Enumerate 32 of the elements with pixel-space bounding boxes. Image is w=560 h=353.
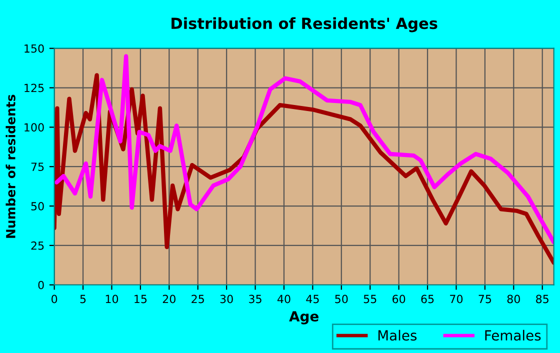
- y-tick-label: 25: [31, 241, 44, 250]
- x-tick-label: 25: [192, 294, 204, 304]
- x-tick-label: 40: [277, 294, 290, 304]
- x-tick-label: 10: [106, 294, 118, 304]
- x-tick-label: 60: [392, 294, 406, 304]
- x-tick-label: 65: [421, 294, 434, 304]
- x-tick-label: 50: [335, 294, 348, 304]
- x-tick-label: 35: [249, 294, 262, 304]
- y-tick-label: 150: [24, 44, 44, 53]
- x-axis-title: Age: [289, 311, 318, 324]
- y-axis-title: Number of residents: [6, 94, 16, 238]
- x-tick-label: 45: [306, 294, 319, 304]
- x-tick-label: 5: [80, 294, 86, 304]
- x-tick-label: 20: [162, 294, 176, 304]
- x-tick-label: 75: [478, 294, 492, 304]
- x-tick-label: 30: [220, 294, 233, 304]
- legend-label: Males: [378, 330, 417, 341]
- y-tick-label: 75: [31, 162, 44, 171]
- y-tick-label: 0: [38, 280, 44, 290]
- line-series: [54, 73, 554, 265]
- x-tick-label: 80: [507, 294, 520, 304]
- y-tick-label: 100: [24, 123, 44, 132]
- line-series: [54, 54, 554, 244]
- y-tick-label: 50: [31, 202, 44, 210]
- x-tick-label: 85: [536, 294, 548, 304]
- x-tick-label: 15: [134, 294, 147, 304]
- x-tick-label: 55: [364, 294, 376, 304]
- legend-label: Females: [485, 330, 541, 341]
- y-tick-label: 125: [24, 84, 44, 92]
- x-tick-label: 0: [52, 294, 58, 304]
- chart-title: Distribution of Residents' Ages: [172, 17, 438, 32]
- x-tick-label: 70: [450, 294, 463, 304]
